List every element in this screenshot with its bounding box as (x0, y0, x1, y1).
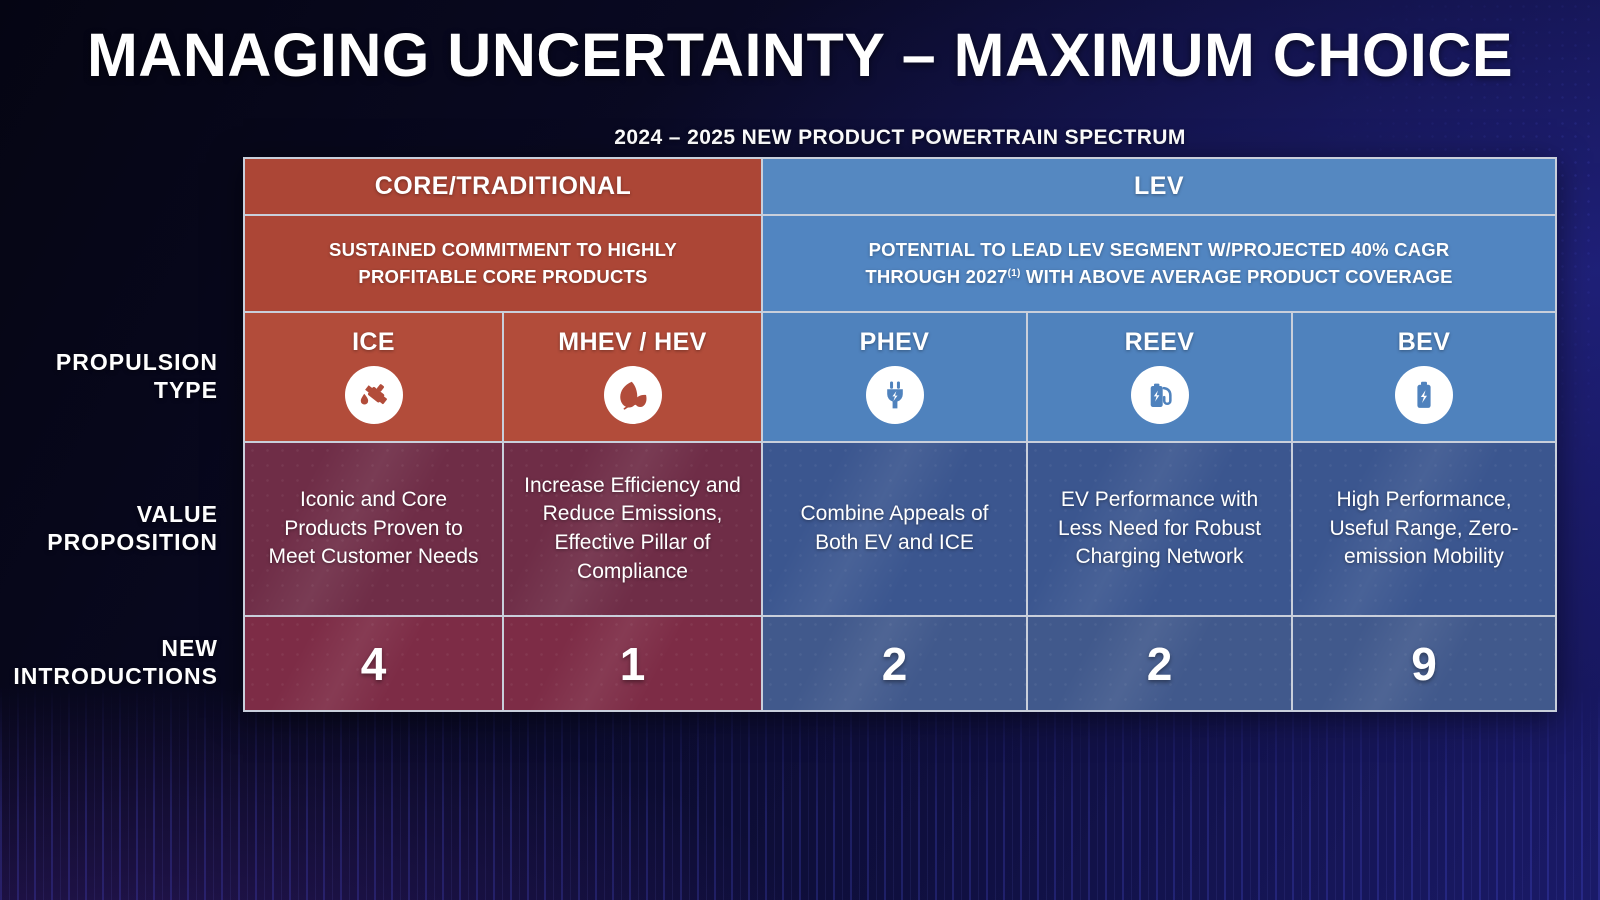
new-introductions-cell-reev: 2 (1028, 617, 1291, 710)
background-streaks-texture (0, 685, 1600, 900)
propulsion-cell-mhev-hev: MHEV / HEV (504, 313, 761, 441)
propulsion-label-ice: ICE (352, 328, 395, 356)
battery-icon (1395, 366, 1453, 424)
group-description-lev: POTENTIAL TO LEAD LEV SEGMENT W/PROJECTE… (763, 216, 1555, 311)
new-introductions-count-ice: 4 (360, 637, 387, 690)
footnote-marker: (1) (1007, 267, 1021, 279)
powertrain-spectrum-table: CORE/TRADITIONAL LEV SUSTAINED COMMITMEN… (243, 157, 1557, 712)
range-extender-battery-icon (1130, 366, 1189, 424)
group-header-core-label: CORE/TRADITIONAL (374, 172, 632, 200)
fuel-pump-icon (344, 366, 403, 424)
row-label-propulsion-type: PROPULSION TYPE (55, 349, 218, 403)
core-description-text: SUSTAINED COMMITMENT TO HIGHLY PROFITABL… (329, 239, 677, 287)
leaf-icon (603, 366, 662, 424)
new-introductions-cell-mhev-hev: 1 (504, 617, 761, 710)
lev-description-text: POTENTIAL TO LEAD LEV SEGMENT W/PROJECTE… (865, 239, 1453, 287)
new-introductions-count-reev: 2 (1146, 637, 1173, 690)
value-text-ice: Iconic and Core Products Proven to Meet … (268, 488, 479, 569)
group-header-lev: LEV (763, 159, 1555, 214)
new-introductions-cell-ice: 4 (245, 617, 502, 710)
propulsion-label-mhev-hev: MHEV / HEV (558, 328, 707, 356)
value-text-bev: High Performance, Useful Range, Zero-emi… (1329, 488, 1519, 569)
group-header-core-traditional: CORE/TRADITIONAL (245, 159, 761, 214)
propulsion-label-phev: PHEV (859, 328, 930, 356)
value-cell-reev: EV Performance with Less Need for Robust… (1028, 443, 1291, 615)
table-title: 2024 – 2025 NEW PRODUCT POWERTRAIN SPECT… (614, 126, 1186, 149)
row-label-new-introductions: NEW INTRODUCTIONS (13, 635, 218, 689)
value-cell-phev: Combine Appeals of Both EV and ICE (763, 443, 1026, 615)
new-introductions-count-phev: 2 (881, 637, 908, 690)
new-introductions-count-mhev-hev: 1 (619, 637, 646, 690)
value-cell-bev: High Performance, Useful Range, Zero-emi… (1293, 443, 1555, 615)
propulsion-cell-reev: REEV (1028, 313, 1291, 441)
new-introductions-cell-phev: 2 (763, 617, 1026, 710)
group-header-lev-label: LEV (1133, 172, 1185, 200)
propulsion-cell-ice: ICE (245, 313, 502, 441)
row-label-value-proposition: VALUE PROPOSITION (47, 501, 218, 555)
slide-title: MANAGING UNCERTAINTY – MAXIMUM CHOICE (86, 21, 1514, 89)
plug-icon (865, 366, 924, 424)
value-text-reev: EV Performance with Less Need for Robust… (1057, 488, 1262, 569)
propulsion-label-reev: REEV (1124, 328, 1195, 356)
propulsion-label-bev: BEV (1397, 328, 1451, 356)
value-cell-ice: Iconic and Core Products Proven to Meet … (245, 443, 502, 615)
value-cell-mhev-hev: Increase Efficiency and Reduce Emissions… (504, 443, 761, 615)
propulsion-cell-phev: PHEV (763, 313, 1026, 441)
propulsion-cell-bev: BEV (1293, 313, 1555, 441)
new-introductions-cell-bev: 9 (1293, 617, 1555, 710)
new-introductions-count-bev: 9 (1411, 637, 1437, 690)
value-text-phev: Combine Appeals of Both EV and ICE (800, 502, 989, 554)
value-text-mhev-hev: Increase Efficiency and Reduce Emissions… (524, 473, 741, 583)
group-description-core: SUSTAINED COMMITMENT TO HIGHLY PROFITABL… (245, 216, 761, 311)
